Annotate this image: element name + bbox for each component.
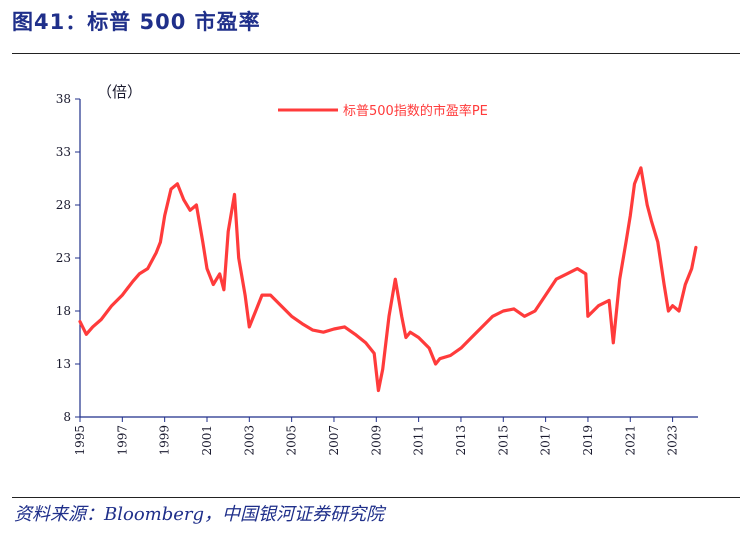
x-tick-label: 2001 [200, 425, 214, 456]
chart-title: 图41：标普 500 市盈率 [12, 10, 261, 34]
pe-ratio-chart: 8 13 18 23 28 33 38 1995 1997 1999 2001 2003 2005 200… [56, 83, 698, 456]
x-tick-label: 2015 [496, 425, 510, 456]
y-tick-label: 18 [56, 304, 71, 318]
x-tick-label: 2011 [412, 425, 426, 456]
x-tick-label: 2023 [666, 425, 680, 456]
y-tick-label: 8 [63, 410, 71, 424]
legend-label: 标普500指数的市盈率PE [343, 103, 488, 119]
x-tick-label: 2013 [454, 425, 468, 456]
title-divider [12, 53, 740, 54]
x-tick-label: 2003 [242, 425, 256, 456]
x-tick-label: 2009 [369, 425, 383, 456]
unit-label: （倍） [97, 83, 142, 101]
y-tick-label: 28 [56, 198, 71, 212]
y-tick-label: 33 [56, 145, 71, 159]
footer-divider [12, 497, 740, 498]
source-note: 资料来源：Bloomberg，中国银河证券研究院 [14, 504, 385, 525]
x-tick-label: 2017 [539, 425, 553, 456]
x-tick-label: 2005 [285, 425, 299, 456]
x-tick-label: 2019 [581, 425, 595, 456]
y-tick-label: 13 [56, 357, 71, 371]
x-tick-label: 1999 [158, 425, 172, 456]
y-tick-label: 23 [56, 251, 71, 265]
x-tick-label: 1995 [73, 425, 87, 456]
pe-ratio-series-line [78, 166, 698, 393]
y-tick-label: 38 [56, 92, 71, 106]
x-tick-label: 1997 [115, 425, 129, 456]
x-tick-label: 2007 [327, 425, 341, 456]
x-tick-label: 2021 [623, 425, 637, 456]
